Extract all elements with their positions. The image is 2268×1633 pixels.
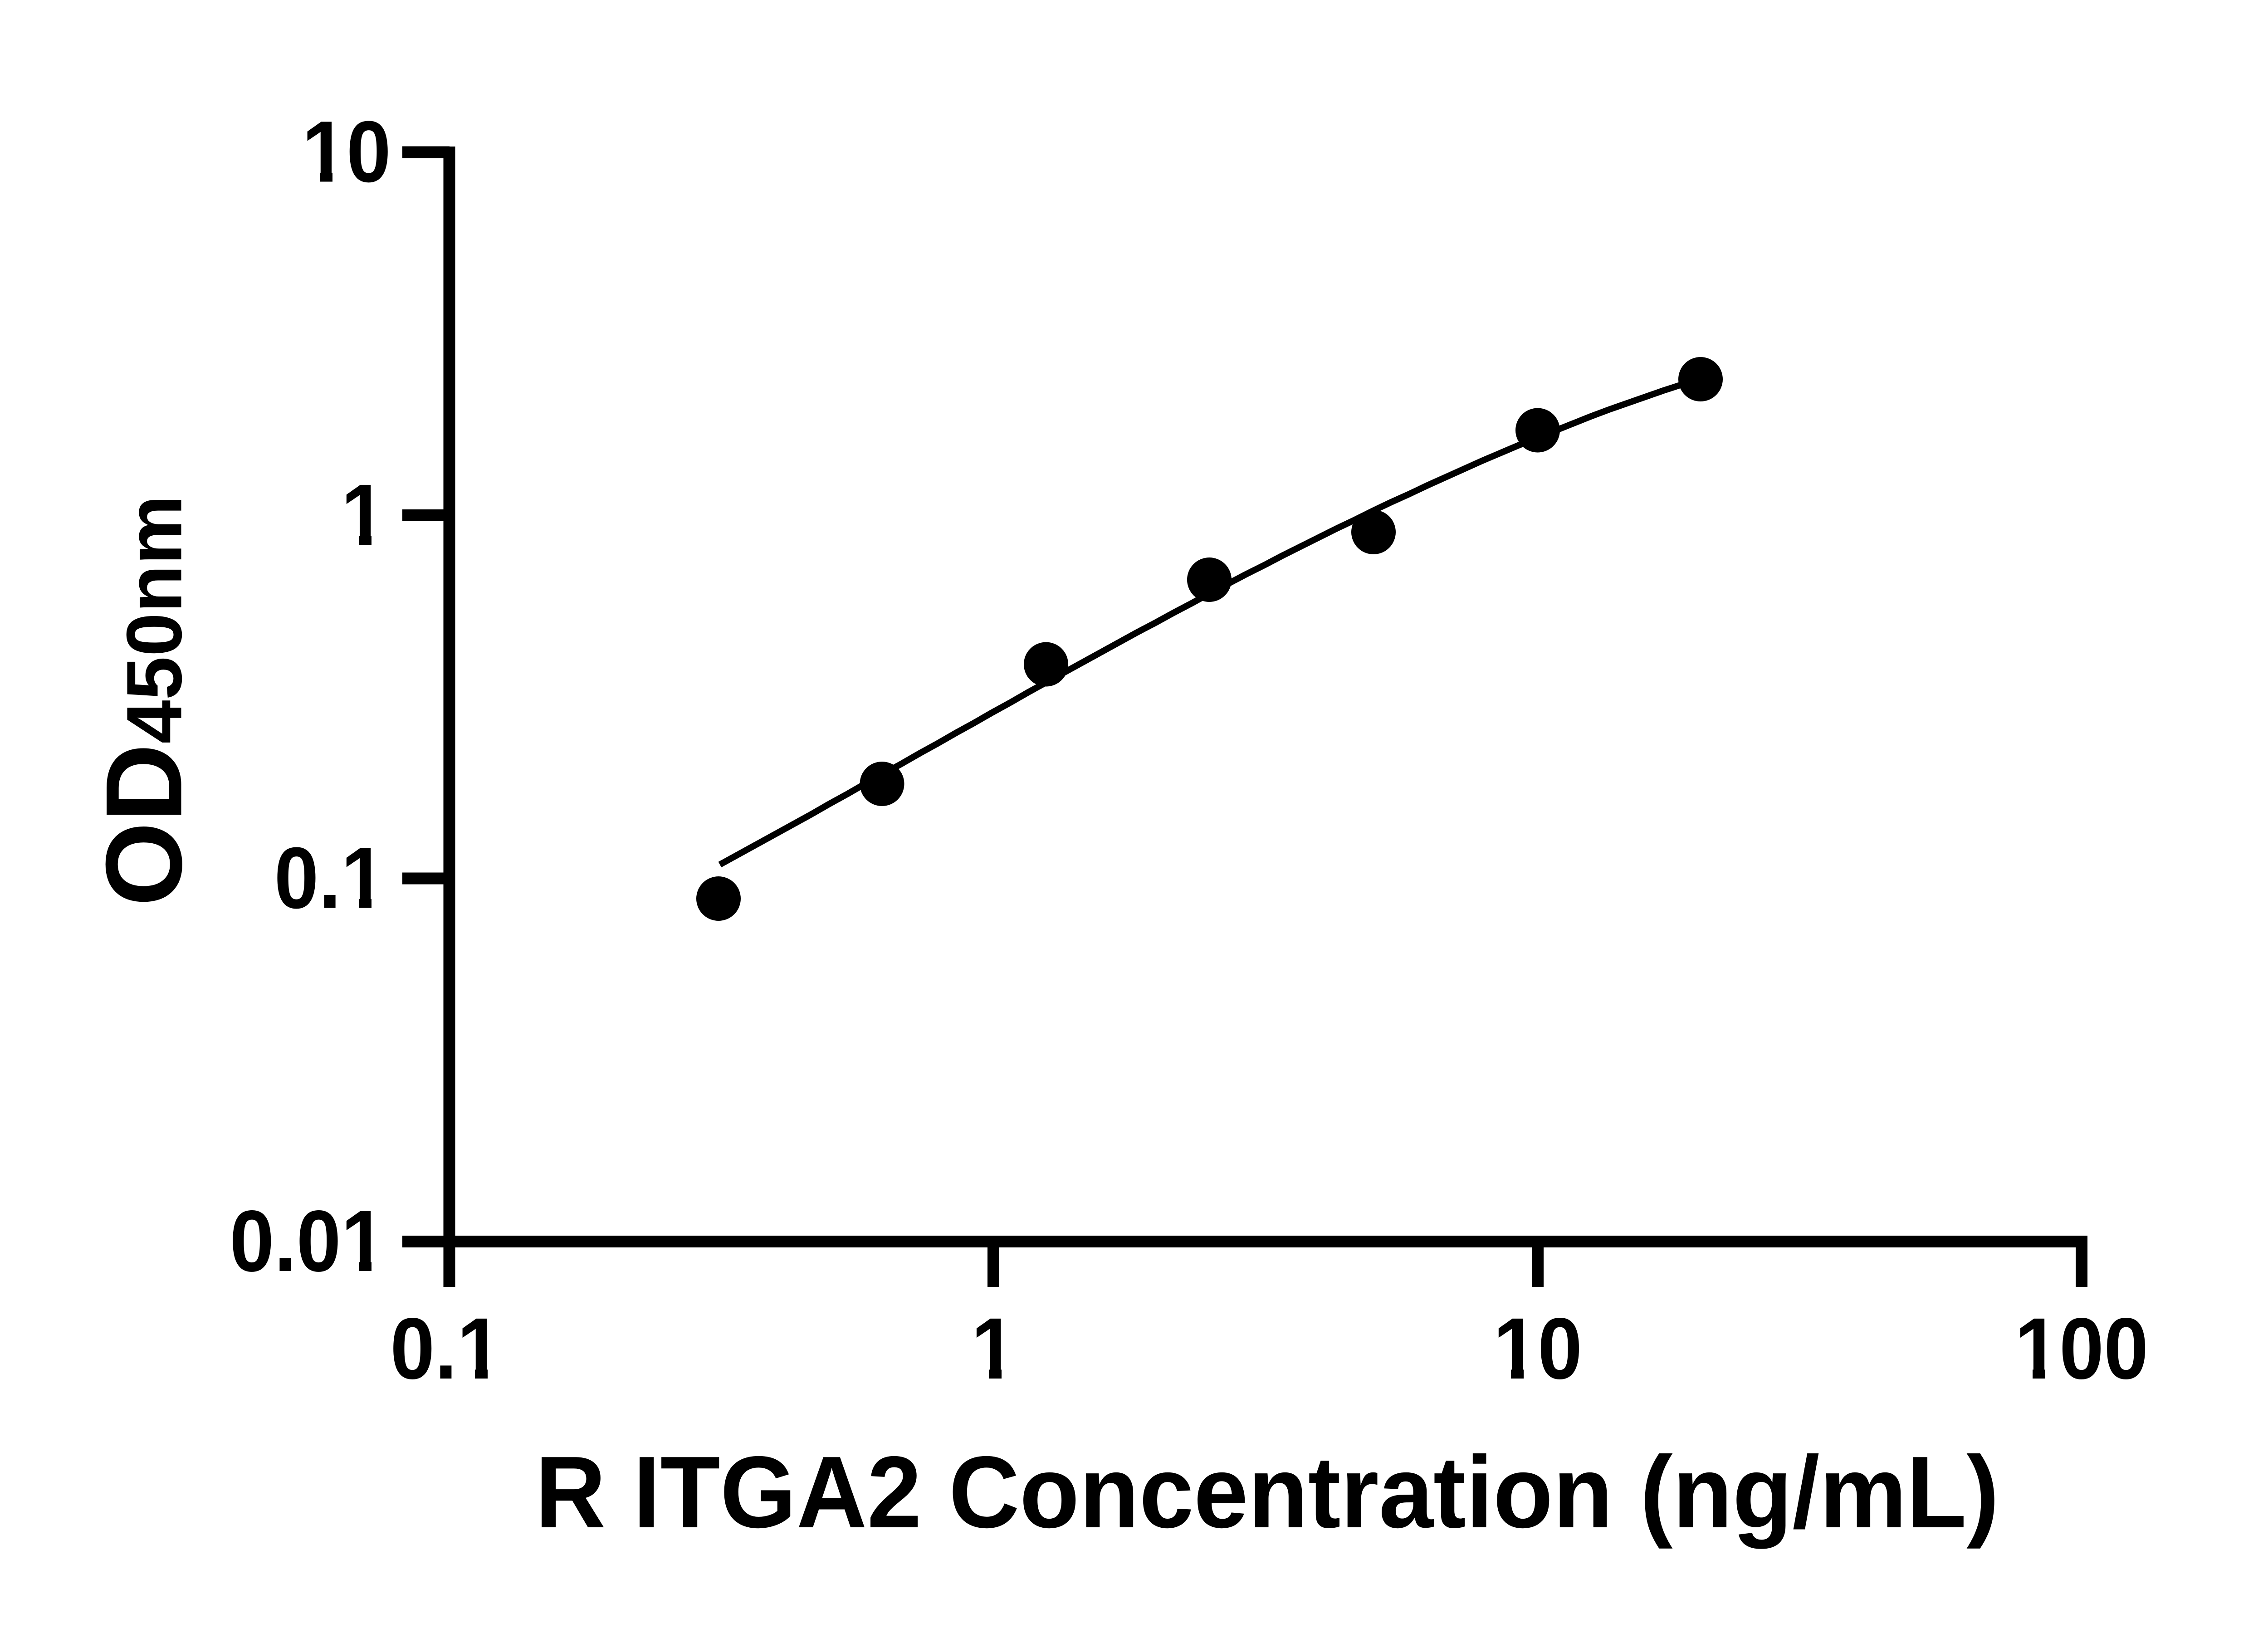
svg-text:0.01: 0.01 [230,1193,386,1290]
svg-text:1: 1 [971,1300,1016,1397]
svg-text:0.1: 0.1 [390,1300,502,1397]
svg-text:1: 1 [341,466,386,563]
svg-text:R ITGA2 Concentration (ng/mL): R ITGA2 Concentration (ng/mL) [535,1435,1999,1549]
svg-text:0.1: 0.1 [274,830,386,927]
svg-text:OD450nm: OD450nm [83,495,205,906]
svg-text:10: 10 [302,103,391,200]
svg-text:100: 100 [2015,1300,2149,1397]
svg-text:10: 10 [1493,1300,1582,1397]
